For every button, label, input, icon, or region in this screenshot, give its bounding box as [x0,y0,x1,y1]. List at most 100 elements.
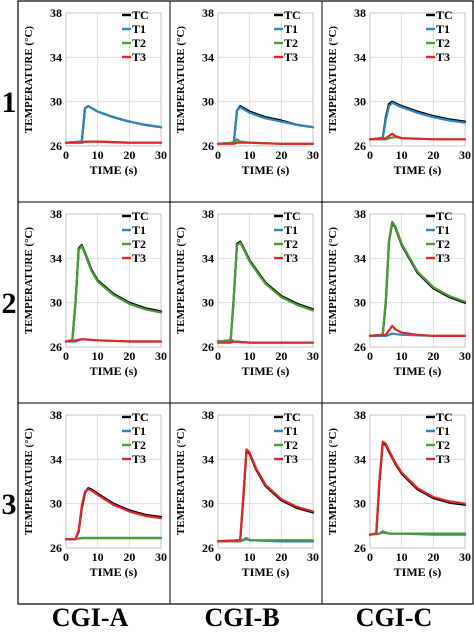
y-axis-label: TEMPERATURE (°C) [175,227,187,335]
legend-label-t1: T1 [436,223,450,237]
panel-row3-cgi-b: 26 30 34 38 0 10 20 30 TIME (s) TEMPERATURE (°C) T… [175,408,319,579]
y-axis-label: TEMPERATURE (°C) [23,428,35,536]
series-line-t2 [368,220,467,337]
y-tick-label: 38 [202,207,214,221]
x-tick-label: 30 [155,148,167,162]
x-tick-label: 0 [215,349,221,363]
x-tick-label: 20 [427,349,439,363]
x-tick-label: 10 [244,148,256,162]
panel-row2-cgi-c: 26 30 34 38 0 10 20 30 TIME (s) TEMPERATURE (°C) T… [327,207,471,378]
series-line-t3 [64,140,163,144]
y-tick-label: 38 [202,6,214,20]
column-label-cgi-b: CGI-B [204,603,279,632]
y-tick-label: 34 [202,452,214,466]
x-tick-label: 0 [63,550,69,564]
y-tick-label: 30 [202,296,214,310]
series-line-t3 [216,448,315,543]
y-tick-label: 30 [50,95,62,109]
y-tick-label: 26 [354,340,366,354]
x-axis-label: TIME (s) [394,565,442,579]
y-tick-label: 30 [354,296,366,310]
series-line-t3 [216,340,315,344]
x-tick-label: 20 [275,349,287,363]
y-tick-label: 38 [50,207,62,221]
y-tick-label: 30 [354,95,366,109]
legend-label-t2: T2 [132,36,146,50]
x-tick-label: 10 [244,349,256,363]
x-axis-label: TIME (s) [90,364,138,378]
x-tick-label: 0 [367,550,373,564]
y-tick-label: 34 [354,50,366,64]
x-tick-label: 30 [307,550,319,564]
y-tick-label: 38 [354,408,366,422]
y-tick-label: 38 [50,6,62,20]
x-axis-label: TIME (s) [90,565,138,579]
y-tick-label: 38 [354,6,366,20]
x-tick-label: 10 [92,349,104,363]
row-label-2: 2 [2,287,17,320]
column-label-cgi-c: CGI-C [356,603,433,632]
x-tick-label: 20 [427,148,439,162]
series-line-t3 [368,440,467,536]
legend-label-t3: T3 [132,251,146,265]
x-tick-label: 30 [307,349,319,363]
x-tick-label: 30 [459,550,471,564]
x-axis-label: TIME (s) [242,364,290,378]
series-line-t2 [64,245,163,343]
legend-label-t3: T3 [132,50,146,64]
x-tick-label: 10 [92,148,104,162]
legend-label-t1: T1 [284,424,298,438]
y-tick-label: 26 [202,340,214,354]
y-axis-label: TEMPERATURE (°C) [327,227,339,335]
y-tick-label: 34 [50,452,62,466]
x-tick-label: 30 [155,349,167,363]
plot-area [65,213,162,348]
x-tick-label: 0 [215,148,221,162]
y-tick-label: 34 [202,50,214,64]
y-tick-label: 26 [354,541,366,555]
panel-row1-cgi-a: 26 30 34 38 0 10 20 30 TIME (s) TEMPERATURE (°C) T… [23,6,167,177]
figure-frame [17,0,474,605]
legend-label-t3: T3 [132,452,146,466]
legend-label-t2: T2 [284,36,298,50]
series-line-t3 [64,338,163,343]
series-line-t3 [368,324,467,337]
plot-area [217,414,314,549]
y-axis-label: TEMPERATURE (°C) [327,428,339,536]
x-tick-label: 20 [275,550,287,564]
x-tick-label: 10 [244,550,256,564]
y-tick-label: 30 [202,95,214,109]
legend-label-t3: T3 [284,50,298,64]
legend-label-tc: TC [132,410,149,424]
x-tick-label: 20 [123,349,135,363]
panel-row1-cgi-b: 26 30 34 38 0 10 20 30 TIME (s) TEMPERATURE (°C) T… [175,6,319,177]
y-axis-label: TEMPERATURE (°C) [23,26,35,134]
series-line-t2 [216,241,315,343]
y-tick-label: 34 [354,452,366,466]
x-tick-label: 0 [367,349,373,363]
plot-area [369,213,466,348]
legend-label-t1: T1 [436,22,450,36]
panel-row1-cgi-c: 26 30 34 38 0 10 20 30 TIME (s) TEMPERATURE (°C) T… [327,6,471,177]
x-axis-label: TIME (s) [394,364,442,378]
y-tick-label: 34 [50,50,62,64]
plot-area [369,12,466,147]
legend-label-tc: TC [284,209,301,223]
y-tick-label: 38 [202,408,214,422]
series-line-tc [64,243,163,343]
x-tick-label: 0 [63,148,69,162]
plot-area [65,12,162,147]
legend-label-t1: T1 [132,424,146,438]
y-tick-label: 30 [354,497,366,511]
series-line-t3 [368,132,467,141]
legend-label-t3: T3 [436,50,450,64]
legend-label-tc: TC [436,410,453,424]
y-tick-label: 30 [202,497,214,511]
y-axis-label: TEMPERATURE (°C) [327,26,339,134]
x-tick-label: 20 [275,148,287,162]
y-tick-label: 38 [50,408,62,422]
series-line-t1 [216,106,315,145]
y-axis-label: TEMPERATURE (°C) [175,428,187,536]
panel-row2-cgi-a: 26 30 34 38 0 10 20 30 TIME (s) TEMPERATURE (°C) T… [23,207,167,378]
